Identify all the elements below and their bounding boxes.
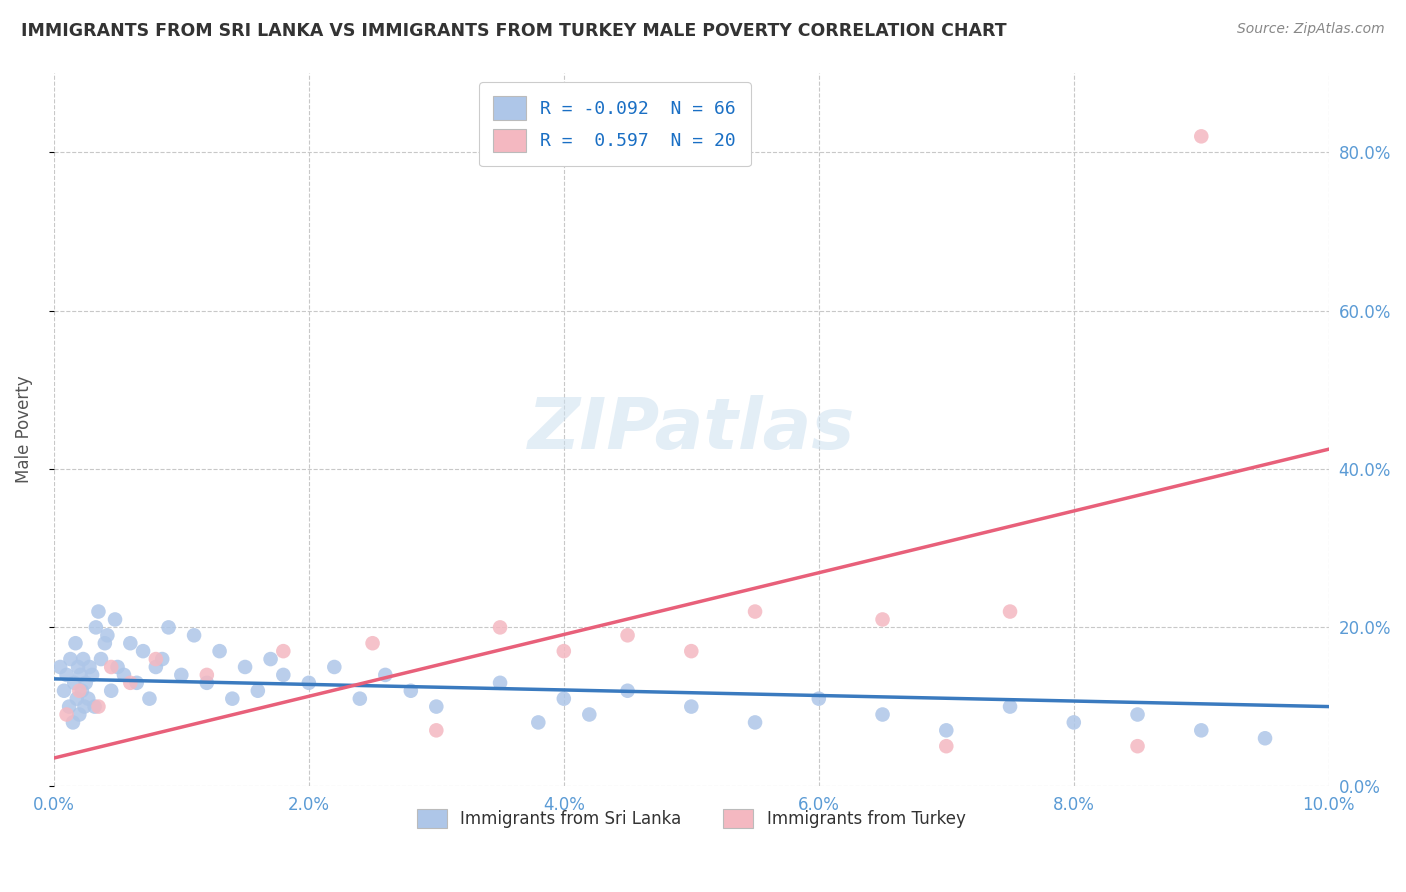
Point	[195, 675, 218, 690]
Point	[425, 699, 447, 714]
Point	[79, 660, 101, 674]
Point	[53, 683, 76, 698]
Point	[246, 683, 269, 698]
Point	[62, 715, 84, 730]
Point	[361, 636, 384, 650]
Point	[744, 715, 766, 730]
Point	[145, 660, 167, 674]
Point	[298, 675, 321, 690]
Point	[553, 691, 575, 706]
Point	[75, 675, 97, 690]
Point	[616, 628, 638, 642]
Point	[998, 699, 1021, 714]
Point	[998, 605, 1021, 619]
Point	[77, 691, 100, 706]
Point	[578, 707, 600, 722]
Point	[349, 691, 371, 706]
Point	[125, 675, 148, 690]
Text: Source: ZipAtlas.com: Source: ZipAtlas.com	[1237, 22, 1385, 37]
Point	[233, 660, 256, 674]
Point	[73, 699, 96, 714]
Point	[112, 668, 135, 682]
Point	[935, 723, 957, 738]
Point	[374, 668, 396, 682]
Point	[807, 691, 830, 706]
Point	[1063, 715, 1085, 730]
Point	[399, 683, 422, 698]
Point	[221, 691, 243, 706]
Point	[527, 715, 550, 730]
Point	[138, 691, 160, 706]
Point	[872, 612, 894, 626]
Text: ZIPatlas: ZIPatlas	[527, 395, 855, 464]
Point	[489, 620, 512, 634]
Point	[90, 652, 112, 666]
Point	[1189, 129, 1212, 144]
Point	[273, 644, 295, 658]
Point	[872, 707, 894, 722]
Point	[681, 699, 703, 714]
Point	[58, 699, 80, 714]
Point	[100, 660, 122, 674]
Point	[55, 668, 77, 682]
Point	[681, 644, 703, 658]
Point	[616, 683, 638, 698]
Point	[150, 652, 173, 666]
Point	[1189, 723, 1212, 738]
Point	[744, 605, 766, 619]
Point	[157, 620, 180, 634]
Point	[87, 605, 110, 619]
Point	[145, 652, 167, 666]
Point	[273, 668, 295, 682]
Point	[69, 668, 91, 682]
Point	[425, 723, 447, 738]
Point	[1126, 707, 1149, 722]
Point	[208, 644, 231, 658]
Point	[132, 644, 155, 658]
Point	[70, 683, 93, 698]
Point	[67, 707, 90, 722]
Point	[72, 652, 94, 666]
Point	[489, 675, 512, 690]
Point	[170, 668, 193, 682]
Point	[59, 652, 82, 666]
Point	[67, 683, 90, 698]
Point	[84, 620, 107, 634]
Text: IMMIGRANTS FROM SRI LANKA VS IMMIGRANTS FROM TURKEY MALE POVERTY CORRELATION CHA: IMMIGRANTS FROM SRI LANKA VS IMMIGRANTS …	[21, 22, 1007, 40]
Point	[83, 699, 105, 714]
Point	[66, 691, 89, 706]
Point	[107, 660, 129, 674]
Point	[67, 660, 90, 674]
Y-axis label: Male Poverty: Male Poverty	[15, 376, 32, 483]
Point	[935, 739, 957, 754]
Point	[100, 683, 122, 698]
Point	[120, 675, 142, 690]
Point	[80, 668, 103, 682]
Point	[259, 652, 281, 666]
Point	[55, 707, 77, 722]
Point	[87, 699, 110, 714]
Point	[323, 660, 346, 674]
Point	[183, 628, 205, 642]
Point	[104, 612, 127, 626]
Legend: Immigrants from Sri Lanka, Immigrants from Turkey: Immigrants from Sri Lanka, Immigrants fr…	[411, 802, 972, 835]
Point	[49, 660, 72, 674]
Point	[63, 675, 86, 690]
Point	[65, 636, 87, 650]
Point	[94, 636, 117, 650]
Point	[195, 668, 218, 682]
Point	[553, 644, 575, 658]
Point	[120, 636, 142, 650]
Point	[1126, 739, 1149, 754]
Point	[96, 628, 118, 642]
Point	[1254, 731, 1277, 746]
